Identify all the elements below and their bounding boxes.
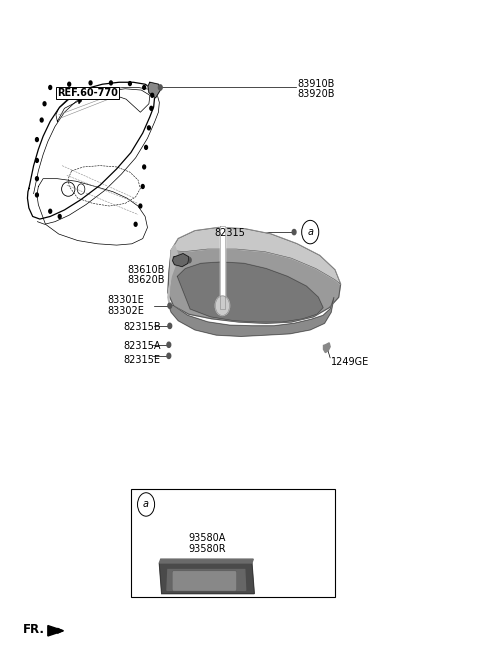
Circle shape bbox=[143, 165, 145, 169]
Text: 82315A: 82315A bbox=[124, 341, 161, 351]
Circle shape bbox=[89, 81, 92, 85]
Text: a: a bbox=[307, 227, 313, 237]
FancyBboxPatch shape bbox=[172, 571, 237, 591]
Circle shape bbox=[167, 353, 171, 359]
Polygon shape bbox=[159, 559, 253, 563]
Circle shape bbox=[43, 102, 46, 106]
Text: FR.: FR. bbox=[23, 623, 45, 636]
Text: 83610B: 83610B bbox=[127, 265, 165, 275]
Text: 83910B: 83910B bbox=[297, 79, 334, 89]
Circle shape bbox=[179, 258, 182, 263]
Circle shape bbox=[216, 296, 229, 315]
Circle shape bbox=[36, 193, 38, 197]
Polygon shape bbox=[168, 227, 341, 323]
Circle shape bbox=[134, 222, 137, 226]
Text: 1249GE: 1249GE bbox=[331, 357, 369, 367]
Circle shape bbox=[158, 85, 162, 90]
Circle shape bbox=[36, 177, 38, 181]
Polygon shape bbox=[324, 343, 330, 353]
Circle shape bbox=[187, 258, 191, 263]
Text: REF.60-770: REF.60-770 bbox=[57, 87, 118, 98]
Circle shape bbox=[138, 493, 155, 516]
Circle shape bbox=[150, 106, 153, 110]
Circle shape bbox=[58, 214, 61, 218]
Circle shape bbox=[129, 81, 132, 85]
Polygon shape bbox=[169, 297, 334, 336]
Circle shape bbox=[147, 126, 150, 130]
Text: 83301E: 83301E bbox=[107, 296, 144, 306]
Text: 82315B: 82315B bbox=[124, 321, 161, 332]
Circle shape bbox=[141, 185, 144, 189]
Circle shape bbox=[68, 82, 71, 86]
Polygon shape bbox=[159, 563, 254, 594]
Circle shape bbox=[49, 85, 52, 89]
Text: 93580R: 93580R bbox=[188, 545, 226, 555]
Circle shape bbox=[40, 118, 43, 122]
Text: 82315E: 82315E bbox=[124, 355, 161, 365]
Text: a: a bbox=[143, 499, 149, 509]
Circle shape bbox=[36, 137, 38, 141]
Polygon shape bbox=[167, 570, 246, 591]
Circle shape bbox=[139, 204, 142, 208]
Circle shape bbox=[109, 81, 112, 85]
Circle shape bbox=[292, 229, 296, 235]
Circle shape bbox=[36, 158, 38, 162]
Circle shape bbox=[301, 220, 319, 244]
Polygon shape bbox=[171, 227, 341, 284]
Polygon shape bbox=[48, 625, 63, 636]
Polygon shape bbox=[148, 82, 160, 98]
Bar bbox=[131, 489, 335, 597]
Circle shape bbox=[168, 303, 172, 308]
Circle shape bbox=[168, 323, 172, 328]
Text: 93580A: 93580A bbox=[188, 533, 226, 543]
Text: 83620B: 83620B bbox=[127, 275, 165, 285]
Polygon shape bbox=[168, 245, 178, 302]
Polygon shape bbox=[220, 225, 225, 309]
Text: 82315: 82315 bbox=[214, 228, 245, 238]
Circle shape bbox=[143, 85, 145, 89]
Polygon shape bbox=[178, 262, 323, 322]
Circle shape bbox=[151, 93, 154, 97]
Polygon shape bbox=[173, 254, 189, 267]
Text: 83302E: 83302E bbox=[107, 306, 144, 316]
Circle shape bbox=[167, 342, 171, 348]
Text: 83920B: 83920B bbox=[297, 89, 335, 99]
Circle shape bbox=[144, 145, 147, 149]
Circle shape bbox=[49, 210, 52, 213]
